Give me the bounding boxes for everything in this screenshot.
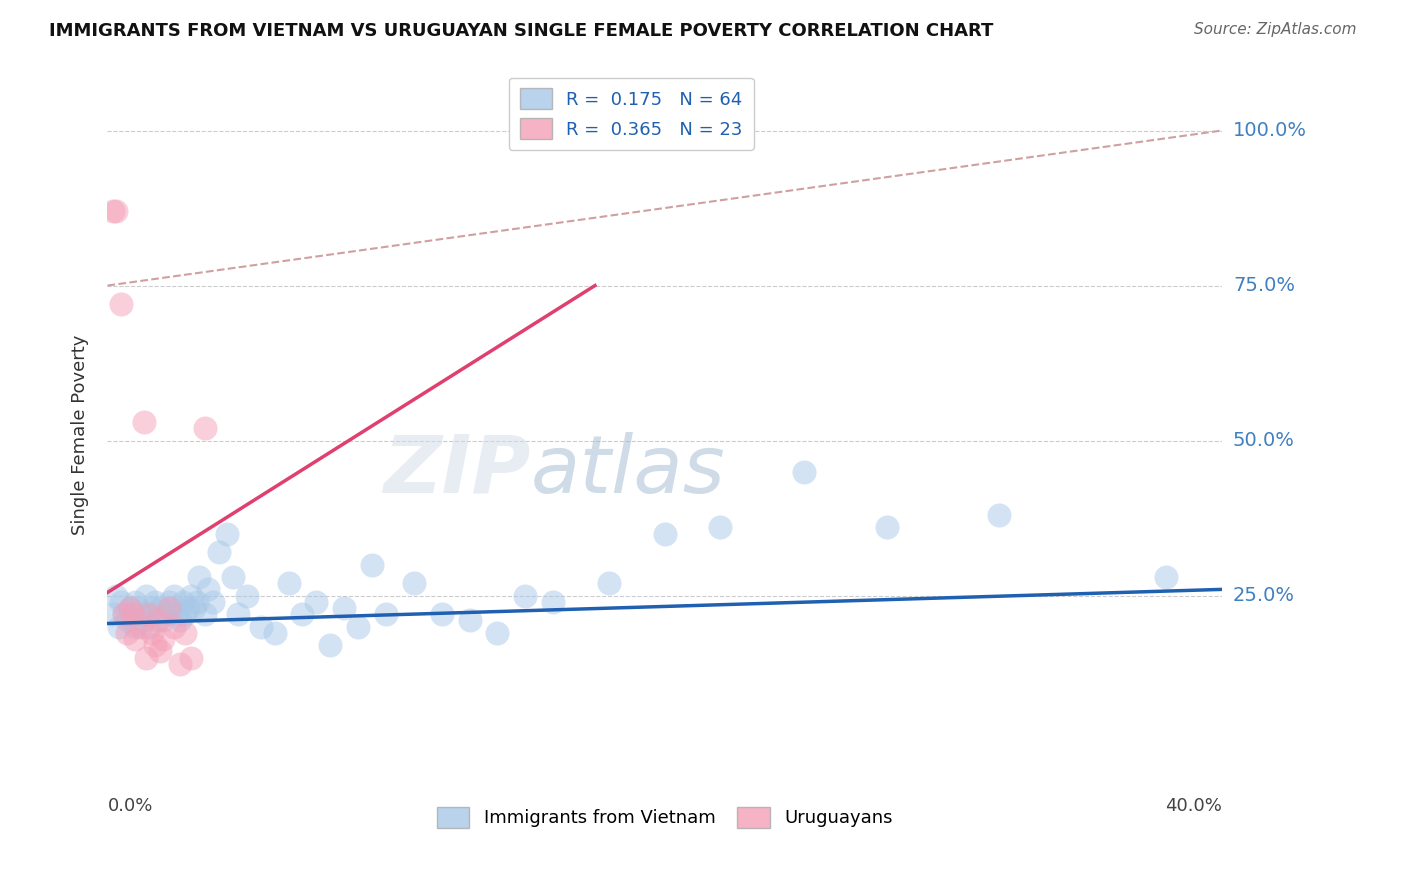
Point	[124, 595, 146, 609]
Point	[132, 614, 155, 628]
Point	[143, 595, 166, 609]
Point	[157, 601, 180, 615]
Point	[541, 595, 564, 609]
Point	[163, 589, 186, 603]
Point	[141, 625, 163, 640]
Point	[118, 601, 141, 615]
Point	[188, 570, 211, 584]
Point	[876, 520, 898, 534]
Point	[347, 619, 370, 633]
Point	[172, 595, 194, 609]
Point	[143, 638, 166, 652]
Point	[112, 607, 135, 622]
Point	[319, 638, 342, 652]
Point	[333, 601, 356, 615]
Point	[138, 619, 160, 633]
Point	[194, 607, 217, 622]
Point	[194, 421, 217, 435]
Point	[197, 582, 219, 597]
Point	[291, 607, 314, 622]
Point	[202, 595, 225, 609]
Point	[305, 595, 328, 609]
Point	[124, 632, 146, 646]
Point	[163, 619, 186, 633]
Point	[124, 619, 146, 633]
Point	[486, 625, 509, 640]
Text: 25.0%: 25.0%	[1233, 586, 1295, 605]
Point	[155, 607, 177, 622]
Point	[152, 632, 174, 646]
Point	[277, 576, 299, 591]
Point	[115, 625, 138, 640]
Point	[375, 607, 398, 622]
Point	[101, 204, 124, 219]
Point	[236, 589, 259, 603]
Text: 0.0%: 0.0%	[107, 797, 153, 815]
Point	[174, 607, 197, 622]
Point	[104, 204, 127, 219]
Point	[709, 520, 731, 534]
Point	[793, 465, 815, 479]
Point	[180, 589, 202, 603]
Point	[186, 595, 208, 609]
Point	[1154, 570, 1177, 584]
Point	[169, 614, 191, 628]
Text: ZIP: ZIP	[384, 432, 531, 510]
Point	[135, 650, 157, 665]
Point	[222, 570, 245, 584]
Text: 75.0%: 75.0%	[1233, 276, 1295, 295]
Point	[402, 576, 425, 591]
Text: Source: ZipAtlas.com: Source: ZipAtlas.com	[1194, 22, 1357, 37]
Point	[112, 607, 135, 622]
Point	[458, 614, 481, 628]
Point	[138, 607, 160, 622]
Point	[157, 595, 180, 609]
Point	[515, 589, 537, 603]
Point	[149, 601, 172, 615]
Point	[169, 657, 191, 671]
Point	[177, 601, 200, 615]
Point	[160, 601, 183, 615]
Point	[174, 625, 197, 640]
Point	[183, 601, 205, 615]
Point	[118, 601, 141, 615]
Legend: Immigrants from Vietnam, Uruguayans: Immigrants from Vietnam, Uruguayans	[429, 800, 900, 835]
Point	[121, 607, 143, 622]
Text: Single Female Poverty: Single Female Poverty	[70, 334, 89, 534]
Point	[208, 545, 231, 559]
Point	[217, 526, 239, 541]
Point	[121, 607, 143, 622]
Point	[180, 650, 202, 665]
Point	[101, 607, 124, 622]
Point	[141, 601, 163, 615]
Point	[361, 558, 384, 572]
Point	[249, 619, 271, 633]
Point	[654, 526, 676, 541]
Point	[104, 589, 127, 603]
Point	[152, 614, 174, 628]
Point	[110, 595, 132, 609]
Point	[146, 607, 169, 622]
Point	[129, 607, 152, 622]
Point	[430, 607, 453, 622]
Point	[110, 297, 132, 311]
Text: IMMIGRANTS FROM VIETNAM VS URUGUAYAN SINGLE FEMALE POVERTY CORRELATION CHART: IMMIGRANTS FROM VIETNAM VS URUGUAYAN SIN…	[49, 22, 994, 40]
Point	[135, 589, 157, 603]
Point	[129, 619, 152, 633]
Point	[127, 601, 149, 615]
Point	[263, 625, 285, 640]
Point	[146, 614, 169, 628]
Point	[132, 415, 155, 429]
Point	[228, 607, 250, 622]
Text: atlas: atlas	[531, 432, 725, 510]
Text: 50.0%: 50.0%	[1233, 431, 1295, 450]
Point	[115, 614, 138, 628]
Text: 100.0%: 100.0%	[1233, 121, 1308, 140]
Point	[107, 619, 129, 633]
Point	[987, 508, 1010, 522]
Text: 40.0%: 40.0%	[1164, 797, 1222, 815]
Point	[598, 576, 620, 591]
Point	[149, 644, 172, 658]
Point	[166, 607, 188, 622]
